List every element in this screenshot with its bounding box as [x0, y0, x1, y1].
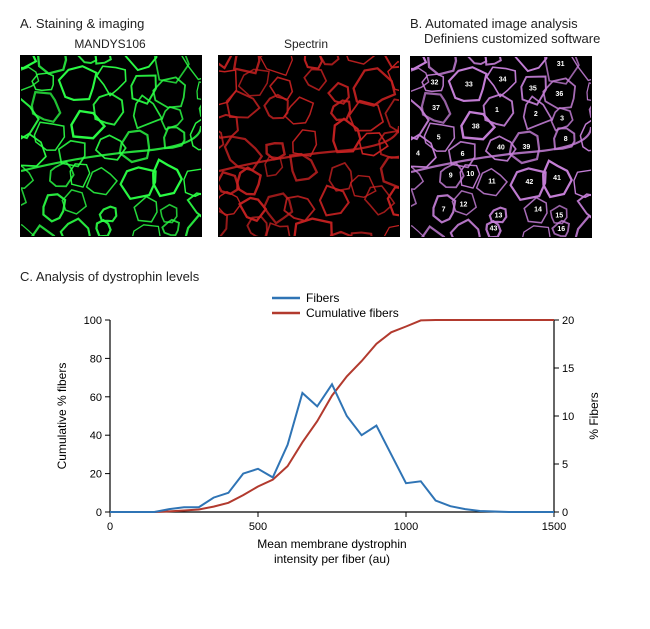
micrograph-green [20, 55, 202, 237]
micrograph-segmented: 3132333435363738123456403989101142417121… [410, 56, 592, 238]
svg-text:500: 500 [249, 521, 267, 533]
svg-text:9: 9 [449, 173, 453, 180]
svg-text:31: 31 [557, 61, 565, 68]
svg-text:Mean membrane dystrophin: Mean membrane dystrophin [257, 537, 406, 551]
panel-a: A. Staining & imaging MANDYS106 Spectrin [20, 16, 400, 237]
svg-text:0: 0 [107, 521, 113, 533]
panel-a-heading: A. Staining & imaging [20, 16, 400, 31]
svg-text:Cumulative % fibers: Cumulative % fibers [55, 363, 69, 470]
svg-text:60: 60 [90, 392, 102, 404]
panel-c-heading: C. Analysis of dystrophin levels [20, 269, 630, 284]
panel-a-image-labels: MANDYS106 Spectrin [20, 37, 400, 51]
svg-text:8: 8 [564, 136, 568, 143]
svg-text:35: 35 [529, 86, 537, 93]
svg-text:1000: 1000 [394, 521, 418, 533]
svg-text:2: 2 [534, 111, 538, 118]
dystrophin-chart: 05001000150002040608010005101520Mean mem… [50, 290, 610, 570]
svg-text:intensity per fiber (au): intensity per fiber (au) [274, 552, 390, 566]
svg-text:100: 100 [84, 315, 102, 327]
svg-text:10: 10 [562, 411, 574, 423]
svg-text:5: 5 [562, 459, 568, 471]
panel-b-heading-2: Definiens customized software [410, 31, 600, 46]
svg-text:13: 13 [495, 213, 503, 220]
svg-text:10: 10 [466, 171, 474, 178]
svg-text:4: 4 [416, 150, 420, 157]
svg-text:33: 33 [465, 82, 473, 89]
panel-a-images [20, 55, 400, 237]
svg-text:0: 0 [562, 507, 568, 519]
svg-text:80: 80 [90, 353, 102, 365]
svg-text:41: 41 [553, 175, 561, 182]
svg-text:36: 36 [555, 91, 563, 98]
svg-text:20: 20 [90, 469, 102, 481]
chart-container: 05001000150002040608010005101520Mean mem… [50, 290, 610, 570]
svg-text:7: 7 [442, 206, 446, 213]
svg-text:% Fibers: % Fibers [587, 392, 601, 439]
svg-text:15: 15 [555, 212, 563, 219]
panel-b-heading-1: B. Automated image analysis [410, 16, 600, 31]
svg-text:14: 14 [534, 207, 542, 214]
panel-b: B. Automated image analysis Definiens cu… [410, 16, 600, 243]
svg-text:15: 15 [562, 363, 574, 375]
svg-text:40: 40 [497, 145, 505, 152]
svg-text:Fibers: Fibers [306, 291, 339, 305]
svg-text:37: 37 [432, 105, 440, 112]
svg-text:12: 12 [460, 201, 468, 208]
svg-text:1: 1 [495, 107, 499, 114]
svg-text:34: 34 [499, 77, 507, 84]
svg-text:42: 42 [525, 179, 533, 186]
svg-text:20: 20 [562, 315, 574, 327]
svg-text:43: 43 [490, 226, 498, 233]
micrograph-red [218, 55, 400, 237]
svg-text:5: 5 [437, 135, 441, 142]
svg-text:6: 6 [461, 151, 465, 158]
top-row: A. Staining & imaging MANDYS106 Spectrin… [20, 16, 630, 243]
svg-text:0: 0 [96, 507, 102, 519]
svg-text:Cumulative fibers: Cumulative fibers [306, 306, 399, 320]
svg-text:40: 40 [90, 430, 102, 442]
svg-text:1500: 1500 [542, 521, 566, 533]
svg-text:11: 11 [488, 179, 496, 186]
svg-text:16: 16 [557, 226, 565, 233]
label-spectrin: Spectrin [216, 37, 396, 51]
label-mandys106: MANDYS106 [20, 37, 200, 51]
panel-c: C. Analysis of dystrophin levels 0500100… [20, 269, 630, 570]
svg-text:39: 39 [523, 144, 531, 151]
svg-text:3: 3 [560, 116, 564, 123]
svg-text:32: 32 [431, 80, 439, 87]
svg-text:38: 38 [472, 124, 480, 131]
